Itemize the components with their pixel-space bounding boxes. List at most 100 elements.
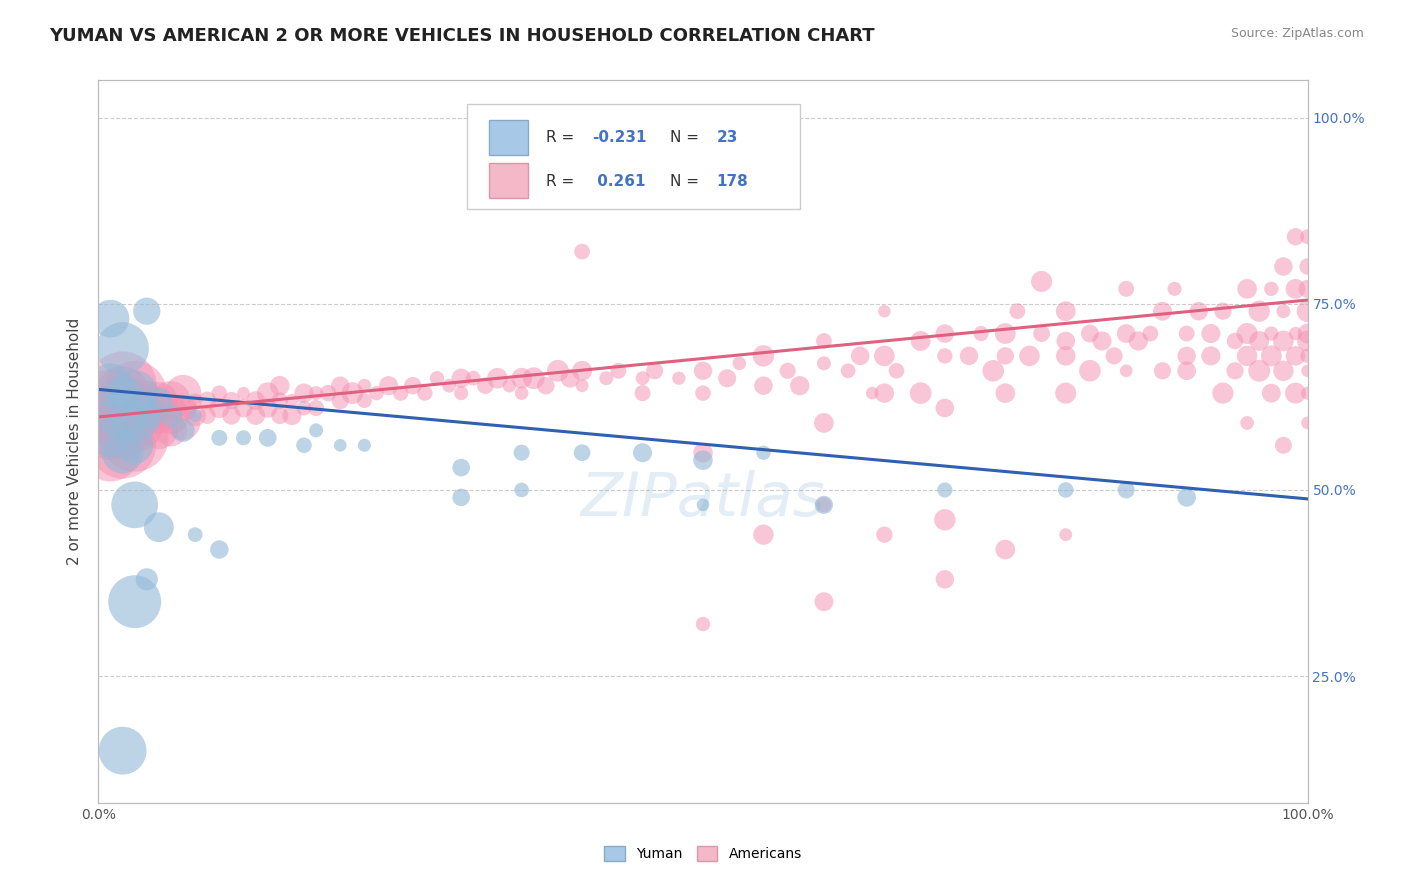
Point	[148, 423, 170, 437]
Point	[1115, 282, 1137, 296]
Point	[970, 326, 993, 341]
Text: ZIPatlas: ZIPatlas	[581, 470, 825, 529]
Point	[135, 409, 157, 423]
Point	[413, 386, 436, 401]
Point	[1296, 260, 1319, 274]
Point	[450, 386, 472, 401]
Text: -0.231: -0.231	[592, 130, 647, 145]
Y-axis label: 2 or more Vehicles in Household: 2 or more Vehicles in Household	[67, 318, 83, 566]
Point	[111, 409, 134, 423]
Text: R =: R =	[546, 174, 574, 189]
Point	[571, 364, 593, 378]
Point	[1199, 349, 1222, 363]
Point	[269, 378, 291, 392]
Point	[474, 378, 496, 392]
Point	[100, 431, 122, 445]
Point	[934, 483, 956, 497]
Point	[1018, 349, 1040, 363]
Point	[860, 386, 883, 401]
Point	[1296, 364, 1319, 378]
Point	[1296, 326, 1319, 341]
Point	[1236, 282, 1258, 296]
Point	[111, 342, 134, 356]
Point	[752, 378, 775, 392]
Point	[692, 453, 714, 467]
Point	[124, 438, 146, 452]
Point	[571, 378, 593, 392]
Point	[342, 386, 364, 401]
Point	[124, 401, 146, 415]
Point	[1284, 349, 1306, 363]
Point	[752, 446, 775, 460]
Point	[366, 386, 388, 401]
Point	[873, 349, 896, 363]
Point	[1007, 304, 1029, 318]
Point	[873, 304, 896, 318]
Text: 0.261: 0.261	[592, 174, 645, 189]
Point	[1054, 386, 1077, 401]
Point	[1296, 349, 1319, 363]
Point	[934, 349, 956, 363]
Point	[1236, 349, 1258, 363]
Point	[631, 371, 654, 385]
Point	[1163, 282, 1185, 296]
Point	[692, 498, 714, 512]
Point	[813, 595, 835, 609]
Point	[450, 371, 472, 385]
Point	[510, 371, 533, 385]
Point	[292, 386, 315, 401]
Point	[1296, 304, 1319, 318]
Point	[510, 483, 533, 497]
Point	[1031, 326, 1053, 341]
Point	[232, 401, 254, 415]
Point	[353, 378, 375, 392]
Point	[571, 244, 593, 259]
Point	[124, 595, 146, 609]
Point	[607, 364, 630, 378]
Point	[221, 409, 243, 423]
Point	[1284, 386, 1306, 401]
Point	[886, 364, 908, 378]
Point	[184, 527, 207, 541]
Point	[813, 334, 835, 348]
Point	[1260, 349, 1282, 363]
Point	[111, 423, 134, 437]
Point	[160, 409, 183, 423]
Point	[1212, 386, 1234, 401]
Point	[837, 364, 859, 378]
Point	[813, 356, 835, 370]
Point	[1054, 483, 1077, 497]
Point	[160, 393, 183, 408]
Point	[910, 386, 932, 401]
Point	[269, 409, 291, 423]
Point	[692, 386, 714, 401]
Point	[934, 572, 956, 586]
Point	[994, 386, 1017, 401]
Point	[437, 378, 460, 392]
Point	[135, 304, 157, 318]
Point	[728, 356, 751, 370]
Point	[389, 386, 412, 401]
Point	[195, 409, 218, 423]
Point	[124, 416, 146, 430]
Point	[1054, 527, 1077, 541]
Point	[1175, 349, 1198, 363]
Point	[111, 378, 134, 392]
Point	[111, 386, 134, 401]
Point	[1078, 326, 1101, 341]
Point	[281, 409, 304, 423]
Point	[1260, 282, 1282, 296]
Point	[1175, 364, 1198, 378]
Point	[292, 438, 315, 452]
Point	[1223, 334, 1246, 348]
Point	[1284, 326, 1306, 341]
Point	[692, 364, 714, 378]
Point	[100, 446, 122, 460]
Point	[269, 393, 291, 408]
Point	[208, 401, 231, 415]
Point	[184, 393, 207, 408]
Point	[716, 371, 738, 385]
Point	[1260, 386, 1282, 401]
Point	[316, 386, 339, 401]
Point	[1284, 229, 1306, 244]
